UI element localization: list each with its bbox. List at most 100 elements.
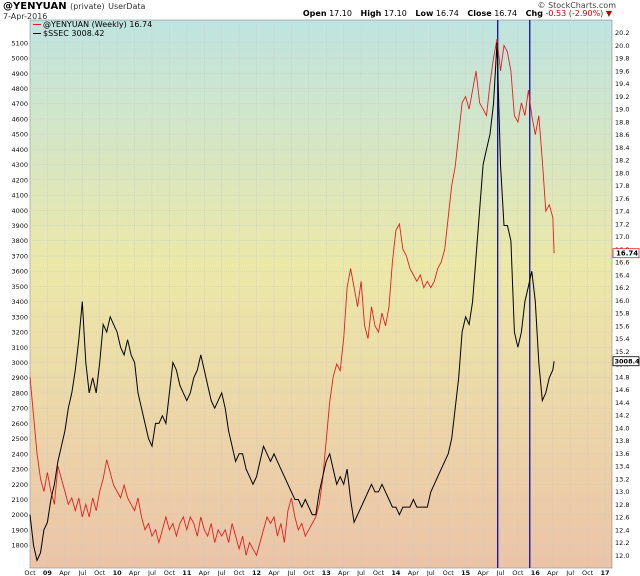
y-tick-label-left: 4900	[11, 70, 28, 78]
y-tick-label-left: 4500	[11, 131, 28, 139]
y-tick-label-right: 20.0	[615, 42, 629, 50]
y-tick-label-left: 4400	[11, 146, 28, 154]
x-tick-label: Jul	[286, 569, 295, 576]
y-tick-label-right: 15.6	[615, 322, 629, 330]
x-tick-label: Jul	[77, 569, 86, 576]
last-value-label-right: 16.74	[616, 250, 638, 258]
y-tick-label-left: 2100	[11, 496, 28, 504]
y-tick-label-right: 16.2	[615, 284, 629, 292]
y-tick-label-left: 4200	[11, 176, 28, 184]
y-tick-label-right: 17.4	[615, 208, 629, 216]
y-tick-label-left: 4600	[11, 115, 28, 123]
x-tick-label: Jul	[147, 569, 156, 576]
x-tick-label: 11	[182, 569, 192, 576]
y-tick-label-right: 17.8	[615, 182, 629, 190]
x-tick-label: Oct	[373, 569, 385, 576]
y-tick-label-right: 19.0	[615, 106, 629, 114]
y-tick-label-right: 13.8	[615, 437, 629, 445]
y-tick-label-right: 17.6	[615, 195, 629, 203]
y-tick-label-right: 19.6	[615, 67, 629, 75]
y-tick-label-right: 15.8	[615, 310, 629, 318]
x-tick-label: Oct	[94, 569, 106, 576]
y-tick-label-left: 4700	[11, 100, 28, 108]
x-tick-label: Oct	[233, 569, 245, 576]
y-tick-label-right: 19.4	[615, 80, 629, 88]
x-tick-label: 10	[113, 569, 123, 576]
y-tick-label-left: 3500	[11, 283, 28, 291]
high-value: 17.10	[383, 9, 407, 18]
x-tick-label: Oct	[164, 569, 176, 576]
y-tick-label-left: 2900	[11, 374, 28, 382]
x-tick-label: 12	[252, 569, 261, 576]
x-tick-label: Apr	[338, 569, 350, 576]
close-label: Close	[467, 9, 492, 18]
y-tick-label-right: 18.4	[615, 144, 629, 152]
y-tick-label-right: 14.0	[615, 424, 629, 432]
y-tick-label-left: 3900	[11, 222, 28, 230]
close-value: 16.74	[494, 9, 518, 18]
y-tick-label-right: 16.6	[615, 259, 629, 267]
y-tick-label-left: 3200	[11, 329, 28, 337]
y-tick-label-right: 12.6	[615, 514, 629, 522]
y-tick-label-right: 12.8	[615, 501, 629, 509]
x-tick-label: Jul	[426, 569, 435, 576]
chart-title: @YENYUAN (private) UserData	[3, 1, 145, 12]
x-tick-label: Jul	[217, 569, 226, 576]
low-label: Low	[415, 9, 434, 18]
x-tick-label: Apr	[477, 569, 489, 576]
y-tick-label-right: 15.4	[615, 335, 629, 343]
y-tick-label-right: 19.2	[615, 93, 629, 101]
x-tick-label: Oct	[512, 569, 524, 576]
x-tick-label: Apr	[59, 569, 71, 576]
y-tick-label-right: 20.2	[615, 29, 629, 37]
y-tick-label-left: 3700	[11, 252, 28, 260]
plot-background	[29, 19, 613, 569]
y-tick-label-left: 3100	[11, 344, 28, 352]
y-tick-label-right: 18.8	[615, 118, 629, 126]
x-tick-label: Jul	[565, 569, 574, 576]
y-tick-label-right: 12.2	[615, 539, 629, 547]
y-tick-label-right: 14.8	[615, 373, 629, 381]
y-tick-label-right: 16.0	[615, 297, 629, 305]
chg-value: -0.53 (-2.90%)	[545, 9, 604, 18]
y-tick-label-right: 14.6	[615, 386, 629, 394]
y-tick-label-right: 14.4	[615, 399, 629, 407]
x-tick-label: Oct	[582, 569, 594, 576]
last-value-tag-right	[612, 248, 640, 259]
y-tick-label-right: 18.2	[615, 157, 629, 165]
y-tick-label-left: 2800	[11, 389, 28, 397]
x-tick-label: 13	[322, 569, 331, 576]
y-tick-label-left: 2400	[11, 450, 28, 458]
y-tick-label-left: 2500	[11, 435, 28, 443]
x-tick-label: 15	[461, 569, 471, 576]
x-tick-label: 09	[43, 569, 53, 576]
x-tick-label: Oct	[443, 569, 455, 576]
y-tick-label-left: 4300	[11, 161, 28, 169]
x-tick-label: 14	[391, 569, 401, 576]
x-tick-label: Apr	[129, 569, 141, 576]
x-tick-label: 17	[601, 569, 610, 576]
symbol-label: @YENYUAN	[3, 1, 67, 12]
series-line	[29, 39, 555, 557]
y-tick-label-left: 2200	[11, 481, 28, 489]
y-tick-label-left: 1900	[11, 526, 28, 534]
y-tick-label-right: 16.4	[615, 271, 629, 279]
y-tick-label-left: 2300	[11, 466, 28, 474]
x-tick-label: Apr	[408, 569, 420, 576]
legend-entry: @YENYUAN (Weekly) 16.74	[33, 20, 152, 29]
high-label: High	[360, 9, 382, 18]
y-tick-label-right: 18.0	[615, 169, 629, 177]
last-value-label-left-series: 3008.42	[615, 358, 640, 366]
legend-entry: $SSEC 3008.42	[33, 29, 152, 38]
chg-label: Chg	[525, 9, 543, 18]
y-tick-label-right: 17.2	[615, 220, 629, 228]
y-tick-label-left: 4100	[11, 192, 28, 200]
y-tick-label-left: 3000	[11, 359, 28, 367]
x-tick-label: Apr	[268, 569, 280, 576]
x-tick-label: Jul	[496, 569, 505, 576]
brand-watermark: © StockCharts.com	[537, 1, 616, 10]
x-tick-label: Jul	[356, 569, 365, 576]
open-label: Open	[302, 9, 327, 18]
series-line	[29, 42, 555, 562]
